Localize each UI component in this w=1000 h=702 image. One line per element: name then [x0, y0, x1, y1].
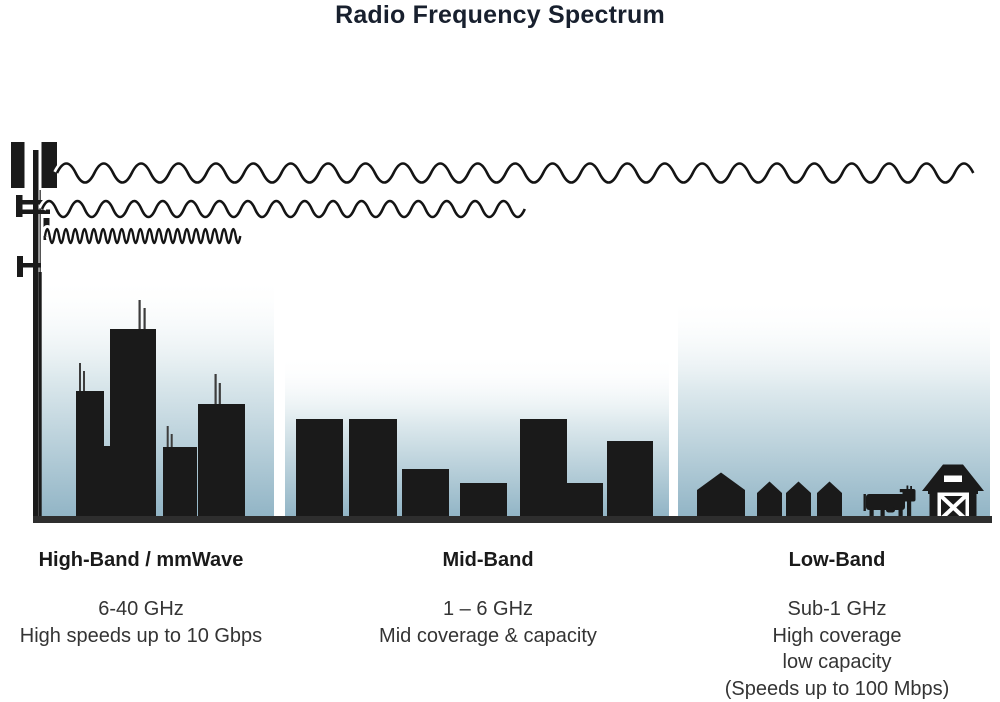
low-band-frequency: Sub-1 GHz: [787, 598, 887, 620]
low-band-description-2: low capacity: [782, 651, 892, 674]
high-band-label: High-Band / mmWave 6-40 GHz High speeds …: [15, 548, 267, 649]
radio-waves: [38, 159, 977, 247]
building: [520, 419, 567, 519]
high-band-title: High-Band / mmWave: [38, 549, 244, 571]
low-band-title: Low-Band: [788, 549, 886, 571]
building: [349, 419, 397, 519]
house: [757, 481, 782, 519]
town-buildings-icon: [296, 419, 653, 519]
house: [817, 481, 842, 519]
cow-icon: [863, 485, 916, 519]
low-band-description-3: (Speeds up to 100 Mbps): [724, 677, 950, 700]
building: [110, 329, 156, 519]
barn-door: [937, 492, 969, 521]
page-title: Radio Frequency Spectrum: [335, 1, 665, 29]
building: [402, 469, 449, 519]
high-band-frequency: 6-40 GHz: [98, 598, 184, 620]
long-wavelength-wave-icon: [53, 159, 977, 187]
building: [607, 441, 653, 519]
building: [567, 483, 603, 519]
barn-window: [944, 475, 962, 482]
building: [163, 447, 197, 519]
mid-band-label: Mid-Band 1 – 6 GHz Mid coverage & capaci…: [363, 548, 613, 649]
building: [76, 391, 104, 519]
house: [697, 472, 745, 519]
low-band-label: Low-Band Sub-1 GHz High coverage low cap…: [711, 548, 963, 702]
high-band-description: High speeds up to 10 Gbps: [19, 624, 263, 647]
building: [198, 404, 245, 519]
ground-line: [33, 516, 992, 523]
low-band-description-1: High coverage: [772, 624, 902, 647]
mid-band-title: Mid-Band: [442, 549, 534, 571]
building: [296, 419, 343, 519]
city-skyscrapers-icon: [76, 300, 245, 519]
house: [786, 481, 811, 519]
barn-icon: [922, 464, 984, 521]
rural-houses-icon: [697, 472, 842, 519]
mid-band-description: Mid coverage & capacity: [379, 624, 597, 647]
mid-band-frequency: 1 – 6 GHz: [442, 598, 534, 620]
building: [460, 483, 507, 519]
building: [103, 446, 111, 519]
